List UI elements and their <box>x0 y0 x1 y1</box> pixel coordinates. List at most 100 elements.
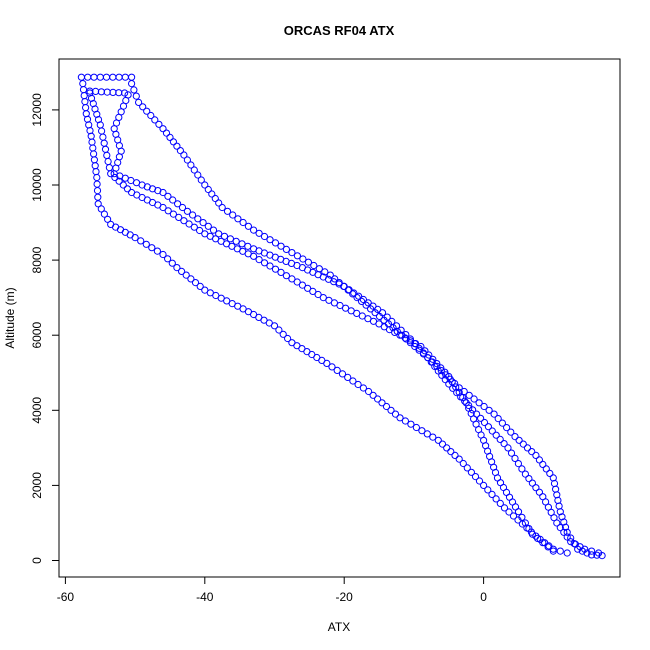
data-point <box>449 384 457 392</box>
data-point <box>563 549 571 557</box>
data-point <box>465 391 473 399</box>
data-point <box>345 286 353 294</box>
data-point <box>196 282 204 290</box>
data-point <box>211 194 219 203</box>
data-point <box>535 456 544 464</box>
data-point <box>275 326 283 334</box>
data-point <box>415 344 423 352</box>
data-point <box>178 203 187 212</box>
data-point <box>364 299 372 307</box>
data-point <box>521 470 530 478</box>
data-point <box>595 549 603 557</box>
data-point <box>488 427 496 435</box>
data-point <box>467 468 475 476</box>
data-point <box>471 473 480 481</box>
data-point <box>96 121 104 129</box>
data-point <box>355 292 363 300</box>
data-point <box>284 334 292 343</box>
data-point <box>288 275 296 283</box>
data-point <box>507 449 516 457</box>
data-point <box>382 402 391 411</box>
data-point <box>115 177 123 185</box>
data-point <box>99 133 107 141</box>
data-point <box>518 520 527 528</box>
data-point <box>128 80 136 88</box>
data-point <box>528 448 536 456</box>
y-tick-label: 10000 <box>30 168 44 202</box>
data-point <box>180 217 188 225</box>
data-point <box>169 210 177 218</box>
data-point <box>515 436 523 444</box>
data-point <box>96 73 104 81</box>
data-point <box>102 73 111 81</box>
data-point <box>445 380 453 388</box>
data-point <box>353 294 361 302</box>
data-point <box>441 376 449 384</box>
data-point <box>190 223 198 231</box>
data-point <box>183 207 191 215</box>
data-point <box>185 220 193 228</box>
data-point <box>194 215 202 223</box>
data-point <box>191 279 200 287</box>
data-point <box>461 397 469 405</box>
data-point <box>518 513 526 521</box>
data-point <box>232 237 240 245</box>
data-point <box>199 219 207 227</box>
data-point <box>143 107 151 115</box>
data-point <box>457 393 465 401</box>
x-tick-label: 0 <box>480 590 487 604</box>
data-point <box>511 454 519 462</box>
data-point <box>309 287 317 295</box>
data-point <box>89 144 97 152</box>
data-point <box>330 299 338 307</box>
data-point <box>84 73 92 81</box>
data-point <box>250 226 258 234</box>
data-point <box>484 423 492 431</box>
data-point <box>431 362 439 371</box>
data-point <box>396 414 404 422</box>
data-point <box>556 547 564 555</box>
data-point <box>164 207 172 215</box>
data-point <box>104 215 112 223</box>
data-point <box>201 181 209 189</box>
data-point <box>514 460 523 468</box>
data-point <box>475 399 483 407</box>
data-point <box>411 340 419 348</box>
data-point <box>85 121 93 129</box>
data-point <box>398 331 406 339</box>
data-point <box>270 322 279 330</box>
data-point <box>505 508 513 516</box>
data-point <box>93 173 101 182</box>
data-point <box>549 547 557 555</box>
data-point <box>451 451 459 459</box>
data-point <box>563 528 571 536</box>
data-point <box>546 469 554 477</box>
data-point <box>282 245 290 253</box>
data-point <box>484 486 492 494</box>
data-point <box>201 286 209 294</box>
data-point <box>93 187 102 195</box>
data-point <box>553 519 561 527</box>
data-point <box>556 524 564 532</box>
data-point <box>107 170 115 178</box>
data-point <box>238 240 246 248</box>
data-point <box>94 193 102 201</box>
data-point <box>79 86 88 94</box>
data-point <box>182 271 190 279</box>
data-point <box>266 236 274 244</box>
data-point <box>544 543 552 551</box>
data-point <box>323 359 331 367</box>
data-point <box>588 547 596 555</box>
data-point <box>480 402 488 411</box>
data-point <box>121 73 129 81</box>
data-point <box>406 335 414 343</box>
data-point <box>539 460 547 468</box>
data-point <box>447 448 455 456</box>
data-point <box>255 229 263 237</box>
data-point <box>402 331 410 339</box>
data-point <box>463 464 471 472</box>
data-point <box>159 203 167 212</box>
data-point <box>561 523 570 531</box>
data-point <box>406 339 414 347</box>
data-point <box>358 297 366 305</box>
